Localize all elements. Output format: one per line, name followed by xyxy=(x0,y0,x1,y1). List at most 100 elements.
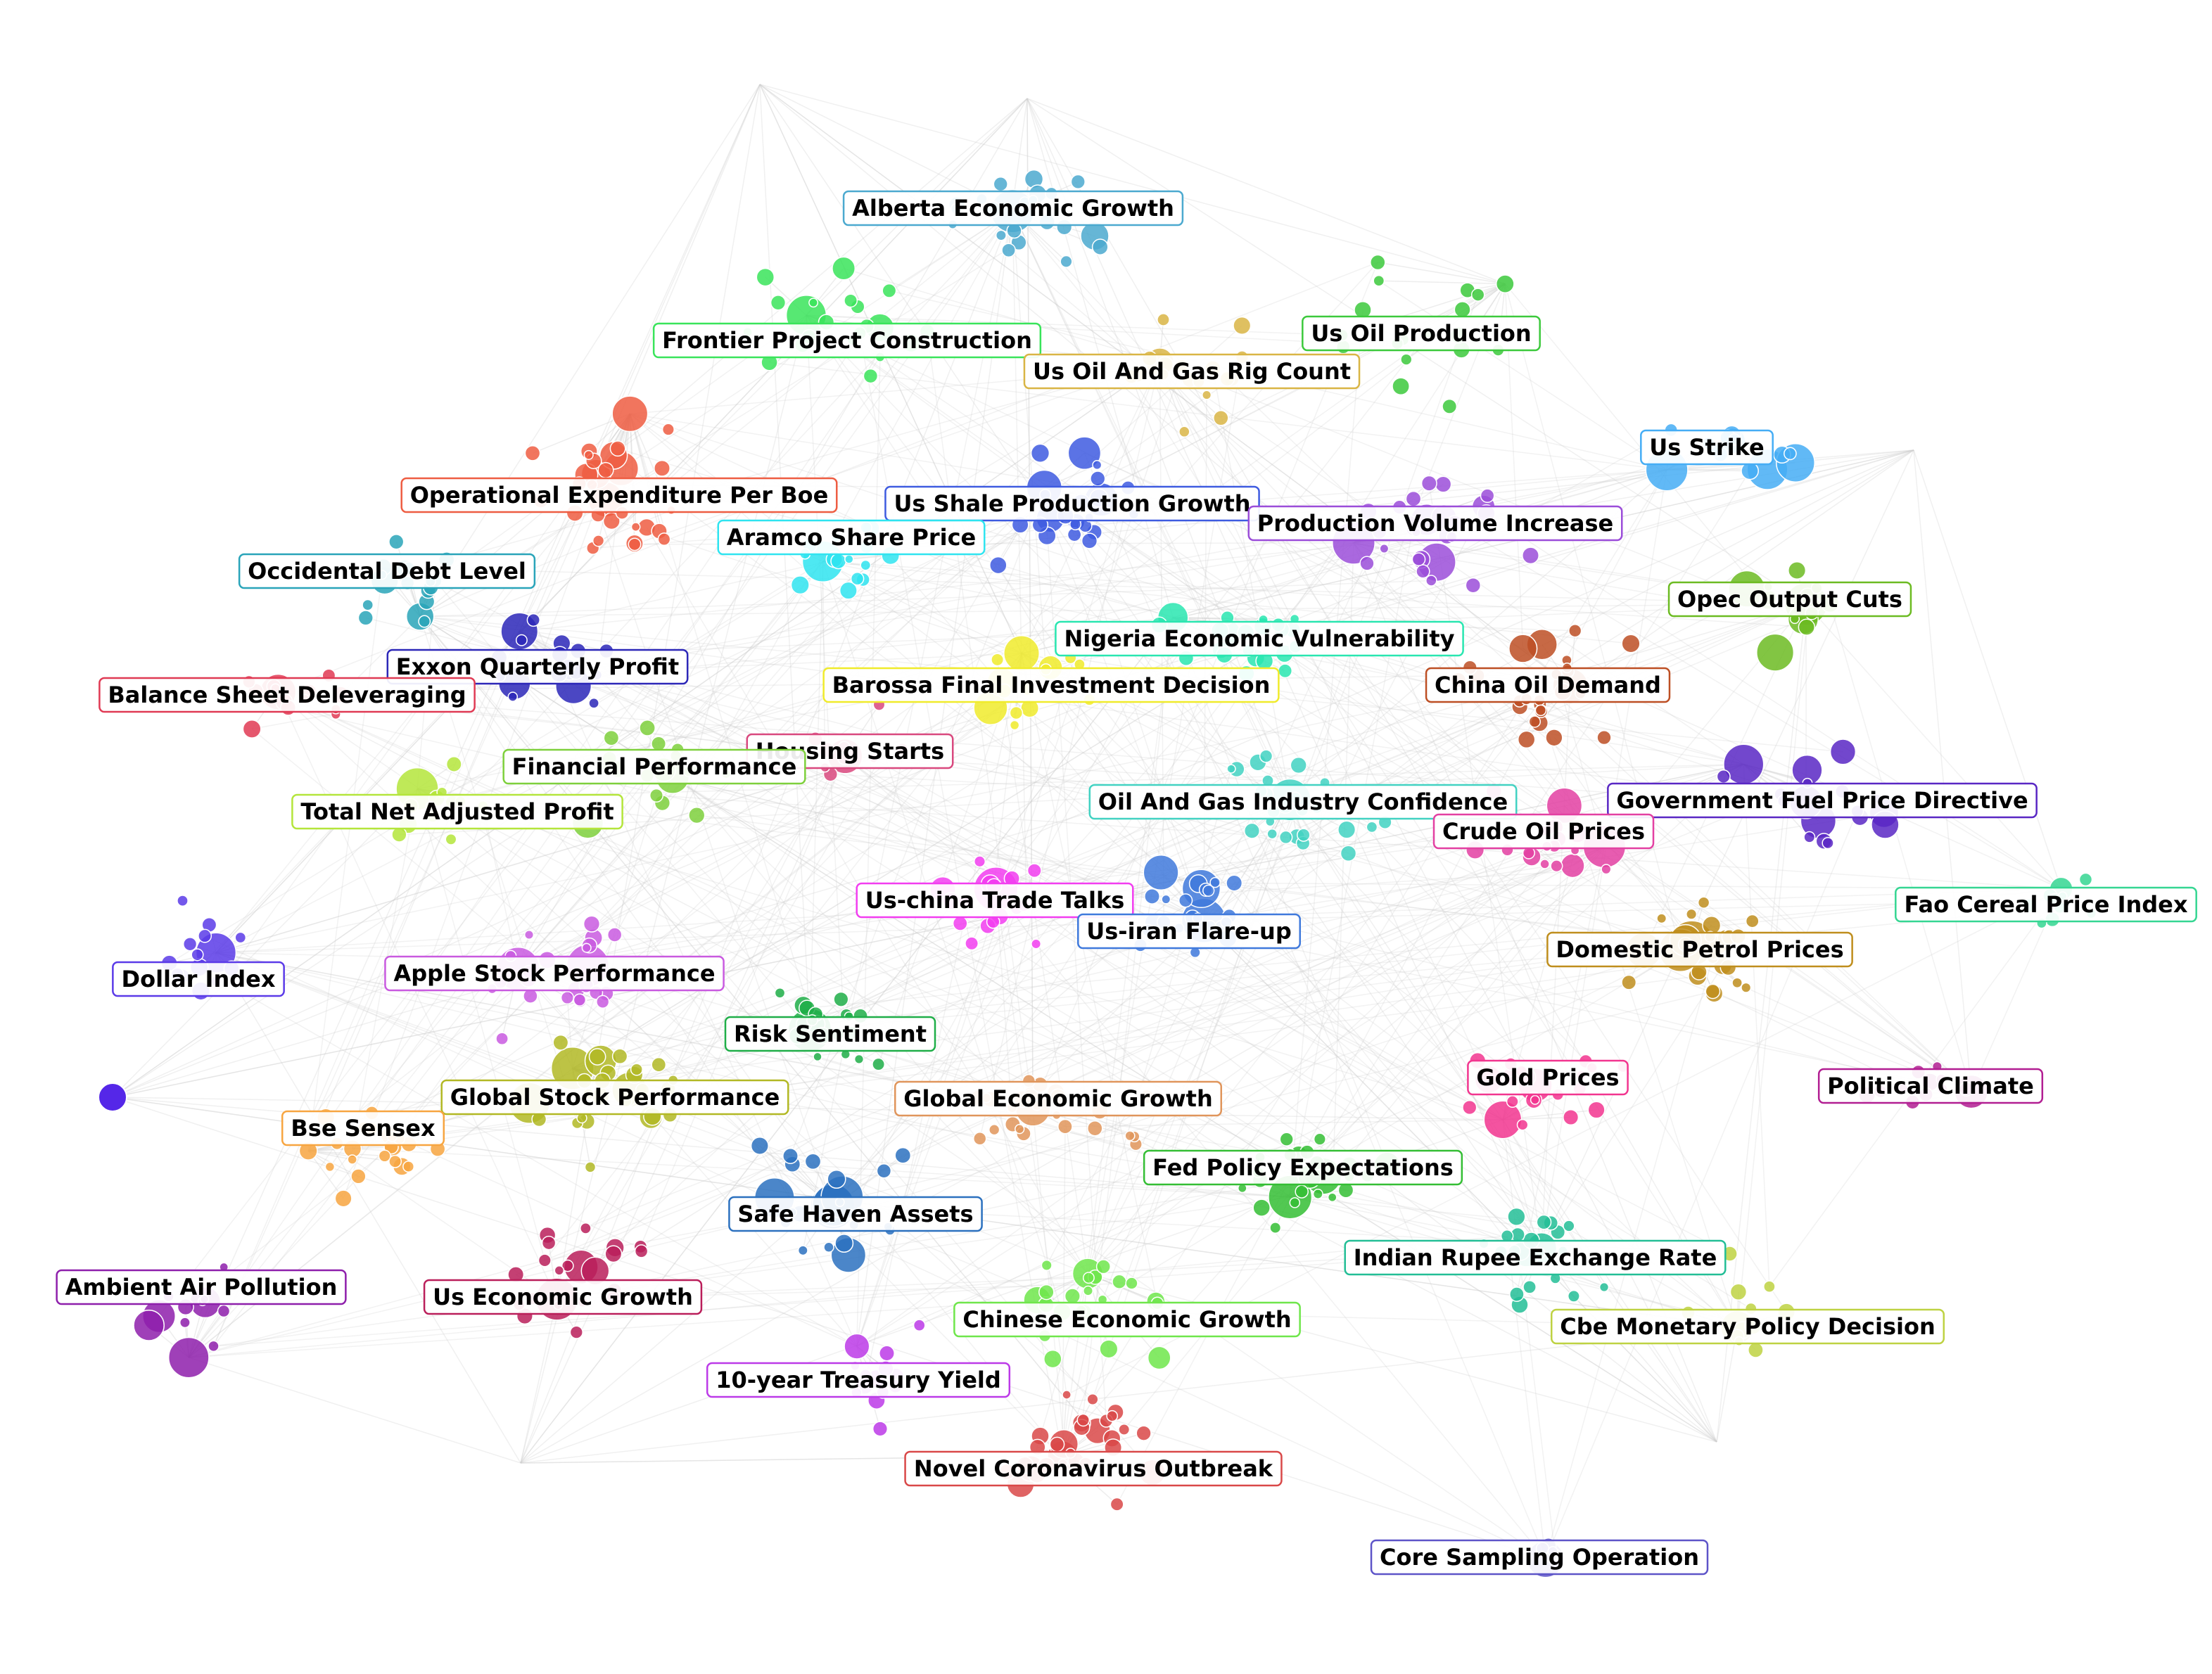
edge xyxy=(856,908,1017,1347)
edge xyxy=(865,527,1204,921)
node xyxy=(573,993,587,1007)
node xyxy=(1092,460,1102,471)
node xyxy=(1112,1274,1127,1289)
node xyxy=(523,929,535,940)
edge xyxy=(1087,845,1548,1274)
edge xyxy=(759,84,1022,654)
cluster-label-box xyxy=(1302,315,1541,352)
edge xyxy=(510,955,858,1347)
node xyxy=(1144,888,1160,905)
node xyxy=(603,729,620,746)
edge xyxy=(188,84,761,1358)
node xyxy=(611,1048,628,1065)
node xyxy=(804,1153,822,1170)
edge xyxy=(212,631,520,1347)
edge xyxy=(572,650,1249,1069)
node xyxy=(1213,410,1229,426)
cluster-label-text: Oil And Gas Industry Confidence xyxy=(1098,788,1508,815)
edge xyxy=(188,669,1047,1358)
node xyxy=(1507,1207,1526,1227)
node xyxy=(872,1421,889,1437)
node xyxy=(1716,769,1731,784)
edge xyxy=(557,1175,1323,1300)
edge xyxy=(517,325,1242,970)
cluster-label-box xyxy=(953,1301,1301,1338)
node xyxy=(1539,859,1550,869)
node xyxy=(362,599,374,611)
cluster-label-box xyxy=(423,1279,703,1315)
edge xyxy=(1261,764,1744,1208)
cluster-label-text: Domestic Petrol Prices xyxy=(1556,936,1843,963)
node xyxy=(1295,1184,1309,1199)
cluster-label: Balance Sheet Deleveraging xyxy=(98,677,476,713)
edge xyxy=(417,788,546,1261)
node xyxy=(1741,982,1752,993)
node xyxy=(334,1189,352,1208)
edge xyxy=(806,314,1342,336)
cluster-label: Opec Output Cuts xyxy=(1667,581,1912,618)
edge xyxy=(1203,395,1207,921)
node xyxy=(1312,1189,1323,1199)
edge xyxy=(843,267,1160,363)
cluster-label-box xyxy=(400,477,838,513)
node xyxy=(844,293,858,308)
edge xyxy=(1062,1126,1066,1457)
edge xyxy=(1026,98,1034,1109)
node xyxy=(972,1132,987,1146)
node xyxy=(561,1259,574,1272)
edge xyxy=(634,362,1160,545)
node xyxy=(609,440,626,457)
edge xyxy=(1502,1119,1556,1555)
node xyxy=(596,995,610,1009)
node xyxy=(606,927,623,943)
edge xyxy=(806,314,1204,921)
edge xyxy=(404,567,1807,605)
node xyxy=(834,1234,854,1253)
cluster-label-box xyxy=(1425,667,1671,703)
edge xyxy=(809,561,824,1030)
node xyxy=(1110,1497,1124,1512)
edge xyxy=(1743,764,1770,1287)
edge xyxy=(629,414,665,539)
node xyxy=(1480,488,1495,504)
node xyxy=(1763,1280,1776,1293)
edge xyxy=(1026,98,1739,1328)
cluster-label-text: Barossa Final Investment Decision xyxy=(832,672,1271,698)
node xyxy=(507,691,519,702)
node xyxy=(1598,1282,1610,1293)
cluster-label: Dollar Index xyxy=(112,961,285,997)
edge xyxy=(307,575,383,1151)
edge xyxy=(215,294,1479,954)
node xyxy=(1731,977,1743,989)
node xyxy=(894,1146,912,1164)
cluster-label: Bse Sensex xyxy=(281,1110,445,1146)
node xyxy=(1038,1284,1055,1301)
node xyxy=(378,1149,391,1163)
node xyxy=(2078,872,2093,887)
node xyxy=(774,987,786,999)
edge xyxy=(1062,294,1479,1457)
node xyxy=(654,459,670,477)
node xyxy=(1070,174,1086,190)
node xyxy=(167,1336,210,1379)
edge xyxy=(1087,768,1232,1274)
edge xyxy=(277,691,1546,1560)
cluster-label-text: Indian Rupee Exchange Rate xyxy=(1354,1244,1717,1271)
node xyxy=(1269,1222,1282,1234)
node xyxy=(827,1169,846,1189)
edge xyxy=(420,580,1432,618)
node xyxy=(756,267,775,287)
node xyxy=(554,1265,565,1276)
edge xyxy=(215,758,874,954)
node xyxy=(592,535,605,547)
node xyxy=(98,1082,127,1112)
node xyxy=(1147,1346,1171,1370)
edge xyxy=(672,776,1152,897)
node xyxy=(1178,426,1190,438)
cluster-label: Global Stock Performance xyxy=(440,1079,789,1116)
node xyxy=(882,283,897,298)
node xyxy=(552,1034,569,1051)
node xyxy=(1516,1118,1529,1131)
edge xyxy=(672,776,1943,1090)
cluster-label-box xyxy=(56,1269,347,1305)
